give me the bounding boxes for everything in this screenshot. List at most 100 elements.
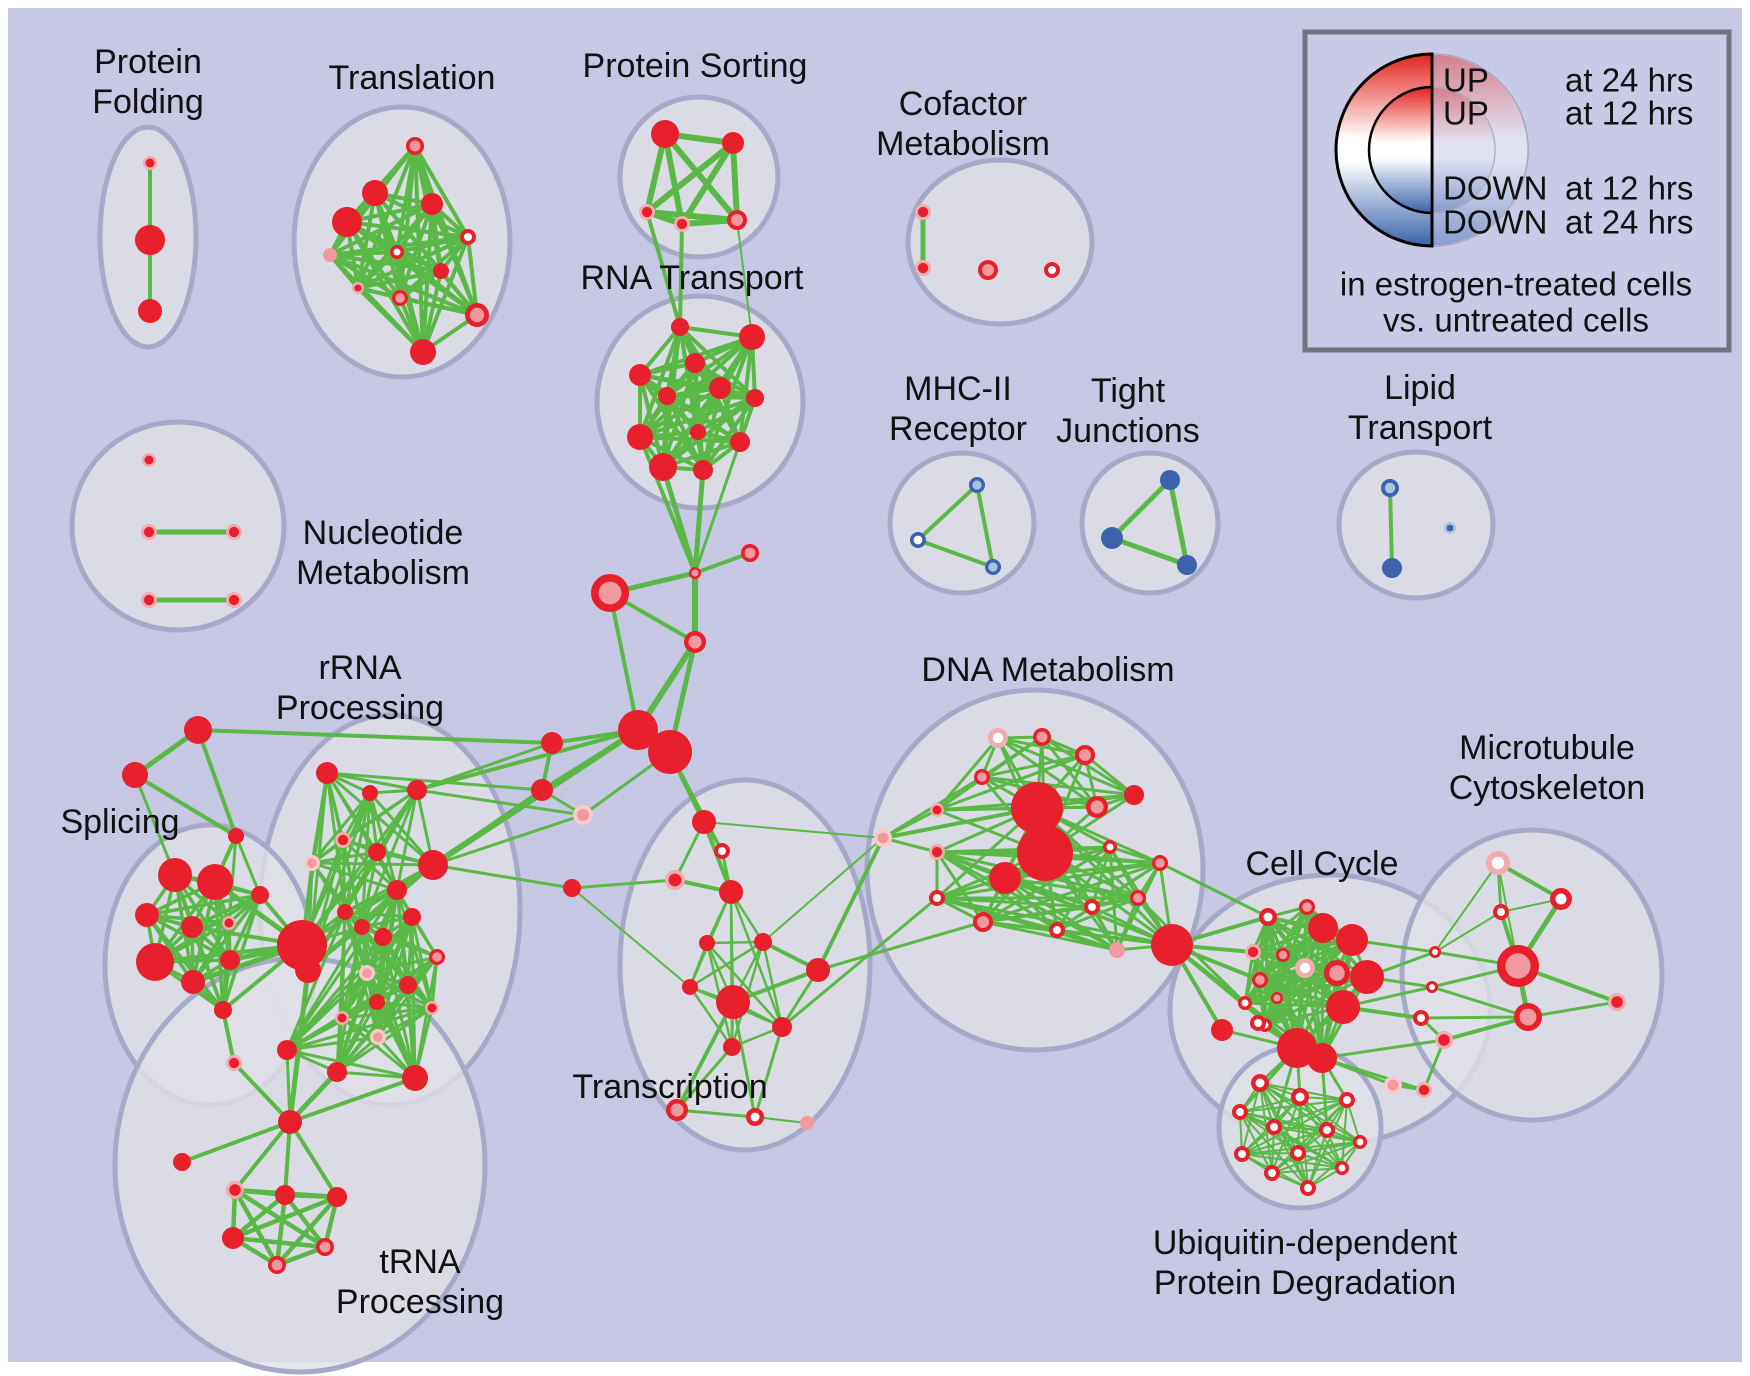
gene-node-rt8[interactable]: [627, 424, 653, 450]
gene-node-m1[interactable]: [1486, 851, 1511, 876]
gene-node-u8[interactable]: [1353, 1135, 1367, 1149]
gene-node-u4[interactable]: [1339, 1092, 1355, 1108]
gene-node-d9[interactable]: [1017, 825, 1073, 881]
gene-node-cc3[interactable]: [1308, 913, 1338, 943]
gene-node-d6[interactable]: [1124, 785, 1144, 805]
gene-node-c5[interactable]: [541, 732, 563, 754]
gene-node-pf3[interactable]: [138, 299, 162, 323]
gene-node-d10[interactable]: [929, 844, 946, 861]
gene-node-c6[interactable]: [531, 779, 553, 801]
gene-node-m6[interactable]: [1496, 945, 1539, 988]
gene-node-cf2[interactable]: [915, 260, 932, 277]
gene-node-cc11[interactable]: [1271, 992, 1283, 1004]
gene-node-rt6[interactable]: [658, 387, 676, 405]
gene-node-m11[interactable]: [1415, 1081, 1432, 1098]
gene-node-u2[interactable]: [1251, 1074, 1269, 1092]
gene-node-s5[interactable]: [221, 916, 236, 931]
gene-node-d7[interactable]: [1085, 796, 1108, 819]
gene-node-tx2[interactable]: [754, 933, 772, 951]
gene-node-th[interactable]: [278, 1110, 302, 1134]
gene-node-cc9[interactable]: [1323, 959, 1350, 986]
gene-node-s9[interactable]: [251, 886, 269, 904]
gene-node-m2[interactable]: [1550, 888, 1572, 910]
gene-node-d8[interactable]: [1011, 782, 1063, 834]
gene-node-tx11[interactable]: [800, 1116, 814, 1130]
gene-node-s2[interactable]: [197, 864, 233, 900]
gene-node-lp1[interactable]: [1381, 479, 1400, 498]
gene-node-r6[interactable]: [368, 843, 386, 861]
gene-node-d19[interactable]: [1109, 942, 1125, 958]
gene-node-r2[interactable]: [362, 785, 378, 801]
gene-node-mh2[interactable]: [909, 531, 926, 548]
gene-node-tx7[interactable]: [772, 1017, 792, 1037]
gene-node-d4[interactable]: [973, 768, 990, 785]
gene-node-cc17[interactable]: [1211, 1019, 1233, 1041]
gene-node-ps5[interactable]: [727, 210, 747, 230]
gene-node-d15[interactable]: [973, 912, 993, 932]
gene-node-u11[interactable]: [1335, 1161, 1349, 1175]
gene-node-rt7[interactable]: [746, 389, 764, 407]
gene-node-h1[interactable]: [225, 1180, 244, 1199]
gene-node-d14[interactable]: [929, 890, 945, 906]
gene-node-ti[interactable]: [173, 1153, 191, 1171]
gene-node-d3[interactable]: [1075, 745, 1095, 765]
gene-node-m8[interactable]: [1607, 992, 1626, 1011]
gene-node-d18[interactable]: [1049, 922, 1065, 938]
gene-node-m5[interactable]: [1426, 981, 1438, 993]
gene-node-cc7[interactable]: [1276, 948, 1291, 963]
gene-node-rt9[interactable]: [690, 424, 706, 440]
gene-node-r3[interactable]: [407, 780, 427, 800]
gene-node-r17[interactable]: [425, 1001, 440, 1016]
gene-node-tx1[interactable]: [719, 880, 743, 904]
gene-node-mh3[interactable]: [984, 558, 1001, 575]
gene-node-t9[interactable]: [392, 290, 409, 307]
gene-node-r14[interactable]: [359, 964, 376, 981]
gene-node-rt11[interactable]: [649, 453, 677, 481]
gene-node-rrh1[interactable]: [277, 920, 327, 970]
gene-node-m4[interactable]: [1429, 946, 1441, 958]
gene-node-s7[interactable]: [181, 970, 205, 994]
gene-node-r1[interactable]: [316, 762, 338, 784]
gene-node-r18[interactable]: [335, 1011, 350, 1026]
gene-node-d2[interactable]: [1033, 727, 1052, 746]
gene-node-t3[interactable]: [332, 207, 362, 237]
gene-node-r20[interactable]: [327, 1062, 347, 1082]
gene-node-t5[interactable]: [460, 229, 476, 245]
gene-node-r12[interactable]: [403, 908, 421, 926]
gene-node-tj3[interactable]: [1177, 555, 1197, 575]
gene-node-nm5[interactable]: [226, 592, 243, 609]
gene-node-tj1[interactable]: [1160, 470, 1180, 490]
gene-node-px1[interactable]: [873, 828, 892, 847]
gene-node-tx4[interactable]: [682, 979, 698, 995]
gene-node-c3[interactable]: [590, 573, 629, 612]
gene-node-lp2[interactable]: [1382, 558, 1402, 578]
gene-node-cc5[interactable]: [1350, 960, 1384, 994]
gene-node-tx9[interactable]: [666, 1098, 689, 1121]
gene-node-cc12[interactable]: [1238, 996, 1252, 1010]
gene-node-h5[interactable]: [315, 1238, 334, 1257]
gene-node-cc6[interactable]: [1244, 944, 1261, 961]
gene-node-cc1[interactable]: [1259, 908, 1277, 926]
gene-node-r22[interactable]: [277, 1040, 297, 1060]
gene-node-mh1[interactable]: [968, 476, 985, 493]
gene-node-txw[interactable]: [714, 843, 730, 859]
gene-node-t10[interactable]: [464, 302, 489, 327]
gene-node-cc2[interactable]: [1298, 898, 1315, 915]
gene-node-m7[interactable]: [1514, 1002, 1543, 1031]
gene-node-r7[interactable]: [418, 850, 448, 880]
gene-node-u5[interactable]: [1232, 1104, 1248, 1120]
gene-node-ut[interactable]: [1250, 1015, 1266, 1031]
gene-node-tx0[interactable]: [692, 810, 716, 834]
gene-node-s3[interactable]: [135, 903, 159, 927]
gene-node-c2[interactable]: [740, 543, 759, 562]
gene-node-r21[interactable]: [402, 1065, 428, 1091]
gene-node-tx10[interactable]: [746, 1108, 764, 1126]
gene-node-nm1[interactable]: [141, 453, 156, 468]
gene-node-d11[interactable]: [989, 862, 1021, 894]
gene-node-c8[interactable]: [563, 879, 581, 897]
gene-node-tj2[interactable]: [1101, 527, 1123, 549]
gene-node-pf1[interactable]: [142, 155, 157, 170]
gene-node-m3[interactable]: [1493, 904, 1509, 920]
gene-node-s4[interactable]: [181, 916, 203, 938]
gene-node-h4[interactable]: [222, 1227, 244, 1249]
